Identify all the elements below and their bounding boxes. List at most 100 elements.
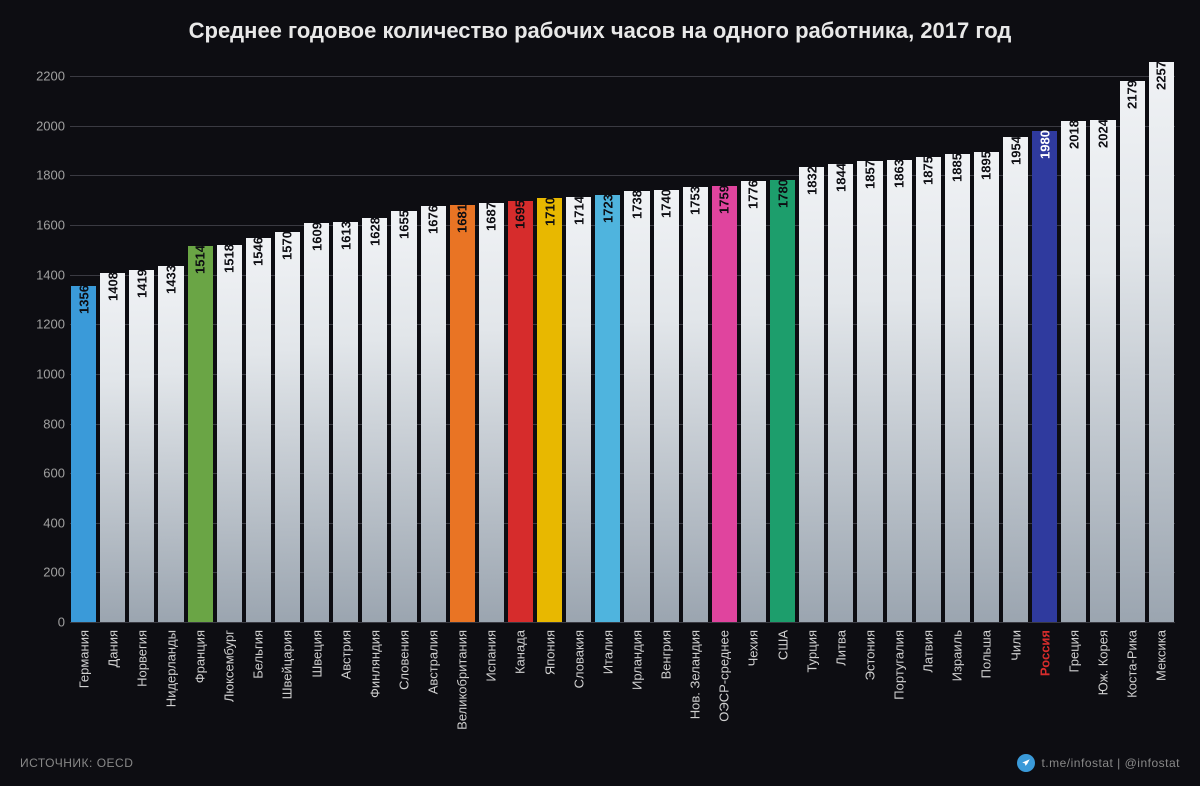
bar-label: Португалия bbox=[892, 630, 907, 700]
bar: 1895 bbox=[974, 152, 999, 622]
chart-title: Среднее годовое количество рабочих часов… bbox=[0, 0, 1200, 44]
bar: 1514 bbox=[188, 246, 213, 622]
bar-value: 1514 bbox=[193, 245, 208, 274]
bar-slot: 1695Канада bbox=[507, 62, 534, 622]
attribution-text: t.me/infostat | @infostat bbox=[1041, 756, 1180, 770]
bar-slot: 1714Словакия bbox=[565, 62, 592, 622]
bar: 1433 bbox=[158, 266, 183, 622]
bar-label: Финляндия bbox=[367, 630, 382, 698]
bar-value: 2018 bbox=[1066, 120, 1081, 149]
bar-slot: 1740Венгрия bbox=[653, 62, 680, 622]
bar-slot: 1863Португалия bbox=[886, 62, 913, 622]
bar: 1740 bbox=[654, 190, 679, 622]
bar: 1613 bbox=[333, 222, 358, 622]
bar-value: 2024 bbox=[1095, 119, 1110, 148]
bar: 1714 bbox=[566, 197, 591, 622]
bar-slot: 1844Литва bbox=[827, 62, 854, 622]
bar-label: Юж. Корея bbox=[1095, 630, 1110, 695]
bar: 1954 bbox=[1003, 137, 1028, 622]
bar: 1628 bbox=[362, 218, 387, 622]
bar: 1546 bbox=[246, 238, 271, 622]
bar-value: 1954 bbox=[1008, 136, 1023, 165]
bar: 1408 bbox=[100, 273, 125, 622]
bar: 1844 bbox=[828, 164, 853, 622]
bar-slot: 1570Швейцария bbox=[274, 62, 301, 622]
bar-label: Мексика bbox=[1154, 630, 1169, 681]
bar-slot: 1885Израиль bbox=[944, 62, 971, 622]
bar-value: 1681 bbox=[455, 204, 470, 233]
bar-value: 1738 bbox=[629, 190, 644, 219]
bar-value: 1753 bbox=[688, 186, 703, 215]
y-tick: 2000 bbox=[15, 118, 65, 133]
bar-label: Испания bbox=[484, 630, 499, 682]
bar-slot: 1356Германия bbox=[70, 62, 97, 622]
bar: 2018 bbox=[1061, 121, 1086, 622]
bar: 1875 bbox=[916, 157, 941, 622]
y-tick: 200 bbox=[15, 565, 65, 580]
bar: 1723 bbox=[595, 195, 620, 623]
attribution: t.me/infostat | @infostat bbox=[1017, 754, 1180, 772]
bar-slot: 1723Италия bbox=[594, 62, 621, 622]
y-tick: 0 bbox=[15, 615, 65, 630]
bar-value: 1687 bbox=[484, 202, 499, 231]
bar-value: 1780 bbox=[775, 179, 790, 208]
bar-label: Дания bbox=[105, 630, 120, 668]
bar-label: Германия bbox=[76, 630, 91, 688]
y-tick: 1200 bbox=[15, 317, 65, 332]
bar-value: 1857 bbox=[862, 160, 877, 189]
bar-slot: 1514Франция bbox=[187, 62, 214, 622]
bar-slot: 1710Япония bbox=[536, 62, 563, 622]
bar-value: 1695 bbox=[513, 200, 528, 229]
bar-value: 1356 bbox=[76, 285, 91, 314]
bar-value: 1776 bbox=[746, 180, 761, 209]
bar-value: 1609 bbox=[309, 222, 324, 251]
bar: 1695 bbox=[508, 201, 533, 622]
bar-label: Эстония bbox=[862, 630, 877, 680]
bar-value: 1613 bbox=[338, 221, 353, 250]
bar-slot: 1954Чили bbox=[1002, 62, 1029, 622]
bar-slot: 1738Ирландия bbox=[623, 62, 650, 622]
bar-value: 1433 bbox=[163, 265, 178, 294]
bar-label: Израиль bbox=[950, 630, 965, 681]
bar-value: 1714 bbox=[571, 196, 586, 225]
bar: 1759 bbox=[712, 186, 737, 622]
bar: 2179 bbox=[1120, 81, 1145, 622]
bar-value: 1408 bbox=[105, 272, 120, 301]
bar-value: 1570 bbox=[280, 232, 295, 261]
bar-value: 1546 bbox=[251, 237, 266, 266]
y-tick: 1600 bbox=[15, 218, 65, 233]
bar-slot: 1895Польша bbox=[973, 62, 1000, 622]
chart-area: 0200400600800100012001400160018002000220… bbox=[70, 62, 1175, 622]
bar-label: Бельгия bbox=[251, 630, 266, 679]
bar-label: Греция bbox=[1066, 630, 1081, 673]
bar-slot: 2018Греция bbox=[1060, 62, 1087, 622]
y-tick: 600 bbox=[15, 466, 65, 481]
bar-label: Словакия bbox=[571, 630, 586, 688]
bar-value: 1419 bbox=[134, 269, 149, 298]
bar-label: Австрия bbox=[338, 630, 353, 679]
bar: 1832 bbox=[799, 167, 824, 622]
source-text: ИСТОЧНИК: OECD bbox=[20, 756, 133, 770]
bar-slot: 1687Испания bbox=[478, 62, 505, 622]
bar-slot: 1613Австрия bbox=[332, 62, 359, 622]
bar: 1753 bbox=[683, 187, 708, 622]
bar-label: Италия bbox=[600, 630, 615, 674]
bar-label: Латвия bbox=[921, 630, 936, 673]
bar-label: Чехия bbox=[746, 630, 761, 666]
bar-label: Ирландия bbox=[629, 630, 644, 690]
bar: 1863 bbox=[887, 160, 912, 622]
bar-slot: 1681Великобритания bbox=[449, 62, 476, 622]
bar-slot: 1980Россия bbox=[1031, 62, 1058, 622]
bar-slot: 2257Мексика bbox=[1148, 62, 1175, 622]
bar-slot: 1780США bbox=[769, 62, 796, 622]
bar: 1776 bbox=[741, 181, 766, 622]
bar-value: 1710 bbox=[542, 197, 557, 226]
bar-slot: 1776Чехия bbox=[740, 62, 767, 622]
bar-label: Норвегия bbox=[134, 630, 149, 687]
bar-label: ОЭСР-среднее bbox=[717, 630, 732, 722]
bar-slot: 1433Нидерланды bbox=[157, 62, 184, 622]
bar-value: 1723 bbox=[600, 194, 615, 223]
bar-slot: 1875Латвия bbox=[915, 62, 942, 622]
bar: 1780 bbox=[770, 180, 795, 622]
bar-label: Канада bbox=[513, 630, 528, 674]
